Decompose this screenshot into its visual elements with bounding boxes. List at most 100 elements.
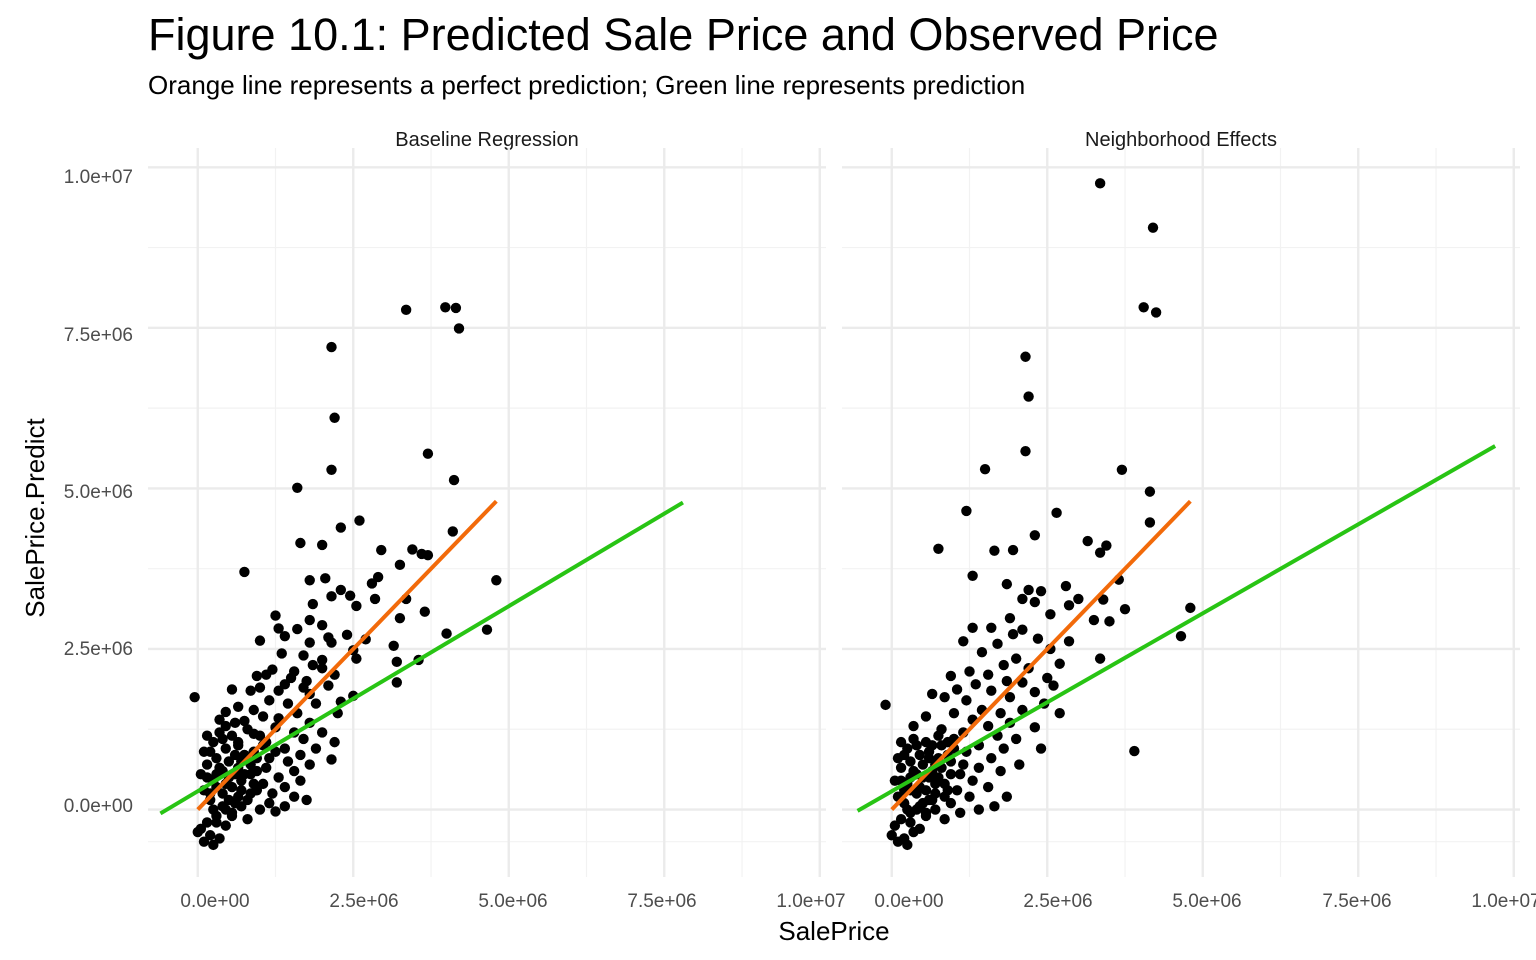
data-point — [276, 648, 287, 659]
x-tick-label: 2.5e+06 — [329, 891, 398, 912]
data-point — [254, 804, 266, 815]
data-point — [264, 752, 275, 764]
data-point — [239, 715, 250, 727]
data-point — [1144, 517, 1156, 528]
data-point — [260, 669, 272, 680]
panel-grid — [842, 148, 1520, 877]
data-point — [1073, 593, 1084, 605]
data-point — [310, 698, 322, 709]
data-point — [995, 708, 1006, 719]
data-point — [316, 620, 328, 631]
data-point — [964, 791, 975, 802]
data-point — [1017, 704, 1028, 716]
data-point — [982, 669, 994, 680]
data-point — [295, 749, 306, 761]
data-point — [998, 659, 1009, 671]
data-point — [1029, 722, 1041, 733]
data-point — [341, 629, 353, 641]
data-point — [1094, 547, 1106, 558]
y-tick-label: 1.0e+07 — [64, 167, 133, 188]
data-point — [329, 736, 340, 748]
data-point — [920, 736, 932, 748]
data-point — [441, 628, 452, 639]
data-point — [453, 323, 465, 334]
data-point — [1007, 629, 1019, 640]
data-point — [316, 654, 328, 666]
data-point — [316, 539, 328, 551]
y-tick-label: 5.0e+06 — [64, 482, 133, 503]
data-point — [1054, 658, 1065, 669]
data-point — [995, 765, 1006, 777]
data-point — [1010, 733, 1022, 745]
data-point — [986, 752, 997, 764]
data-point — [242, 724, 253, 735]
data-point — [326, 754, 337, 765]
data-point — [905, 756, 916, 767]
data-point — [400, 304, 412, 316]
data-point — [1004, 691, 1016, 703]
data-point — [251, 670, 263, 682]
data-point — [1144, 486, 1156, 497]
x-tick-label: 1.0e+07 — [1471, 891, 1536, 912]
data-point — [448, 474, 460, 486]
data-point — [895, 762, 907, 774]
data-point — [1088, 614, 1100, 626]
data-point — [982, 781, 994, 793]
data-point — [992, 638, 1003, 650]
y-tick-label: 0.0e+00 — [64, 796, 133, 817]
data-point — [351, 653, 362, 664]
data-point — [951, 684, 963, 695]
data-point — [908, 826, 919, 838]
data-point — [1082, 535, 1093, 547]
data-point — [1048, 680, 1059, 691]
data-point — [1185, 602, 1196, 614]
prediction-line — [856, 444, 1497, 813]
data-point — [208, 804, 219, 815]
data-point — [288, 765, 300, 777]
data-point — [1001, 791, 1013, 802]
data-point — [335, 522, 347, 533]
data-point — [260, 762, 272, 774]
data-point — [223, 756, 235, 767]
data-point — [214, 833, 225, 844]
data-point — [967, 622, 978, 633]
panel-strip-label: Baseline Regression — [395, 129, 578, 151]
data-point — [920, 711, 932, 722]
data-point — [936, 740, 947, 751]
data-point — [198, 836, 210, 847]
data-point — [1032, 633, 1044, 644]
data-point — [954, 807, 966, 818]
data-point — [958, 759, 969, 770]
data-point — [1094, 653, 1106, 664]
perfect-prediction-line — [890, 499, 1192, 811]
data-point — [232, 701, 244, 712]
data-point — [933, 543, 944, 554]
data-point — [1010, 653, 1022, 664]
data-point — [295, 537, 306, 549]
data-point — [254, 682, 266, 693]
data-point — [229, 749, 241, 761]
data-point — [920, 807, 932, 818]
data-point — [220, 820, 231, 831]
data-point — [954, 769, 966, 780]
data-point — [905, 817, 916, 828]
data-point — [1175, 630, 1187, 642]
data-point — [895, 813, 907, 825]
data-point — [323, 680, 334, 691]
data-point — [307, 659, 319, 671]
x-tick-label: 2.5e+06 — [1023, 891, 1092, 912]
x-axis-label: SalePrice — [778, 916, 889, 946]
data-point — [1004, 612, 1016, 624]
data-point — [917, 797, 929, 809]
chart-subtitle: Orange line represents a perfect predict… — [148, 70, 1025, 100]
panel-neighborhood-effects: Neighborhood Effects 0.0e+00 2.5e+06 5.0… — [842, 129, 1536, 912]
data-point — [1101, 540, 1112, 551]
data-point — [288, 791, 300, 802]
y-tick-label: 7.5e+06 — [64, 325, 133, 346]
data-point — [945, 769, 957, 780]
data-point — [394, 612, 406, 624]
data-point — [217, 788, 228, 799]
data-point — [273, 772, 284, 783]
data-point — [895, 736, 907, 748]
data-point — [908, 720, 919, 732]
